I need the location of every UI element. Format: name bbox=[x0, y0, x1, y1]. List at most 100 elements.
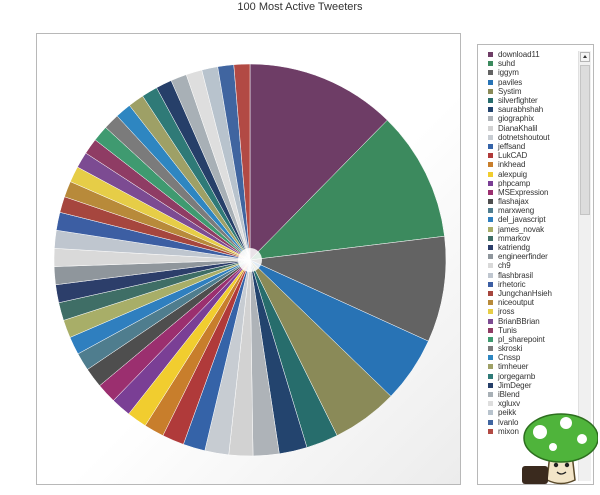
legend-swatch bbox=[488, 189, 493, 195]
legend-label: download11 bbox=[498, 50, 540, 60]
legend-item[interactable]: flashajax bbox=[488, 197, 588, 206]
legend-label: timheuer bbox=[498, 362, 529, 372]
legend-swatch bbox=[488, 199, 493, 205]
legend-item[interactable]: skroski bbox=[488, 344, 588, 353]
legend-label: paviles bbox=[498, 77, 523, 87]
legend-label: xgluxv bbox=[498, 399, 521, 409]
legend-item[interactable]: marxweng bbox=[488, 206, 588, 215]
legend-item[interactable]: niceoutput bbox=[488, 298, 588, 307]
legend-swatch bbox=[488, 300, 493, 306]
legend-label: engineerfinder bbox=[498, 252, 548, 262]
legend-swatch bbox=[488, 79, 493, 85]
legend-swatch bbox=[488, 419, 493, 425]
chart-title: 100 Most Active Tweeters bbox=[237, 1, 363, 13]
legend-item[interactable]: pl_sharepoint bbox=[488, 335, 588, 344]
legend-label: mmarkov bbox=[498, 233, 531, 243]
legend-swatch bbox=[488, 309, 493, 315]
legend-swatch bbox=[488, 143, 493, 149]
legend-item[interactable]: inkhead bbox=[488, 160, 588, 169]
legend-swatch bbox=[488, 281, 493, 287]
legend-item[interactable]: DianaKhalil bbox=[488, 124, 588, 133]
legend-item[interactable]: MSExpression bbox=[488, 188, 588, 197]
legend-item[interactable]: engineerfinder bbox=[488, 252, 588, 261]
legend-swatch bbox=[488, 327, 493, 333]
legend-item[interactable]: james_novak bbox=[488, 225, 588, 234]
legend-item[interactable]: Systim bbox=[488, 87, 588, 96]
legend-swatch bbox=[488, 226, 493, 232]
legend-item[interactable]: katriendg bbox=[488, 243, 588, 252]
legend-item[interactable]: JungchanHsieh bbox=[488, 289, 588, 298]
legend-label: saurabhshah bbox=[498, 105, 544, 115]
legend-item[interactable]: LukCAD bbox=[488, 151, 588, 160]
legend-item[interactable]: del_javascript bbox=[488, 215, 588, 224]
legend-label: alexpuig bbox=[498, 169, 528, 179]
legend-item[interactable]: xgluxv bbox=[488, 399, 588, 408]
legend-label: pl_sharepoint bbox=[498, 334, 545, 344]
legend-item[interactable]: phpcamp bbox=[488, 179, 588, 188]
legend-swatch bbox=[488, 134, 493, 140]
legend-label: LukCAD bbox=[498, 151, 528, 161]
legend-label: james_novak bbox=[498, 224, 545, 234]
legend-item[interactable]: jorgegarnb bbox=[488, 372, 588, 381]
legend-scrollbar[interactable] bbox=[578, 51, 591, 481]
legend-item[interactable]: JimDeger bbox=[488, 381, 588, 390]
legend-swatch bbox=[488, 116, 493, 122]
legend-item[interactable]: mixon bbox=[488, 427, 588, 436]
legend-item[interactable]: irhetoric bbox=[488, 280, 588, 289]
scroll-up-arrow-icon[interactable] bbox=[580, 52, 590, 62]
legend-swatch bbox=[488, 208, 493, 214]
legend-swatch bbox=[488, 392, 493, 398]
pie-slice-mixon[interactable] bbox=[233, 63, 251, 261]
legend-item[interactable]: paviles bbox=[488, 78, 588, 87]
legend-swatch bbox=[488, 410, 493, 416]
legend-label: inkhead bbox=[498, 160, 526, 170]
legend-label: marxweng bbox=[498, 206, 535, 216]
legend-swatch bbox=[488, 382, 493, 388]
legend-label: JungchanHsieh bbox=[498, 288, 552, 298]
pie-slice-download11[interactable] bbox=[249, 63, 388, 261]
legend-label: flashajax bbox=[498, 197, 529, 207]
legend-label: irhetoric bbox=[498, 279, 526, 289]
pie-slice-iggym[interactable] bbox=[249, 235, 447, 342]
legend-item[interactable]: timheuer bbox=[488, 362, 588, 371]
legend-item[interactable]: mmarkov bbox=[488, 234, 588, 243]
legend-label: del_javascript bbox=[498, 215, 546, 225]
legend[interactable]: download11 suhd iggym paviles Systim silverfi… bbox=[477, 44, 594, 485]
legend-item[interactable]: jross bbox=[488, 307, 588, 316]
legend-swatch bbox=[488, 217, 493, 223]
legend-item[interactable]: lvanlo bbox=[488, 418, 588, 427]
legend-label: peikk bbox=[498, 408, 517, 418]
legend-item[interactable]: silverfighter bbox=[488, 96, 588, 105]
legend-label: mixon bbox=[498, 426, 519, 436]
legend-item[interactable]: Cnssp bbox=[488, 353, 588, 362]
legend-swatch bbox=[488, 401, 493, 407]
legend-item[interactable]: BrianBBrian bbox=[488, 316, 588, 326]
legend-label: suhd bbox=[498, 59, 515, 69]
legend-item[interactable]: peikk bbox=[488, 408, 588, 417]
scroll-thumb[interactable] bbox=[580, 65, 590, 215]
legend-item[interactable]: saurabhshah bbox=[488, 105, 588, 114]
legend-swatch bbox=[488, 428, 493, 434]
pie-slice-suhd[interactable] bbox=[249, 119, 445, 261]
legend-label: jeffsand bbox=[498, 141, 526, 151]
legend-item[interactable]: ch9 bbox=[488, 261, 588, 270]
legend-item[interactable]: Tunis bbox=[488, 326, 588, 335]
legend-item[interactable]: suhd bbox=[488, 59, 588, 68]
legend-label: phpcamp bbox=[498, 178, 531, 188]
legend-item[interactable]: flashbrasil bbox=[488, 271, 588, 280]
legend-item[interactable]: giographix bbox=[488, 114, 588, 123]
legend-swatch bbox=[488, 107, 493, 113]
legend-swatch bbox=[488, 88, 493, 94]
legend-label: Cnssp bbox=[498, 353, 521, 363]
legend-label: iggym bbox=[498, 68, 519, 78]
legend-item[interactable]: iBlend bbox=[488, 390, 588, 399]
legend-label: skroski bbox=[498, 344, 523, 354]
legend-swatch bbox=[488, 364, 493, 370]
legend-label: silverfighter bbox=[498, 96, 538, 106]
legend-swatch bbox=[488, 263, 493, 269]
legend-item[interactable]: jeffsand bbox=[488, 142, 588, 151]
legend-item[interactable]: download11 bbox=[488, 50, 588, 59]
legend-item[interactable]: iggym bbox=[488, 68, 588, 77]
legend-item[interactable]: alexpuig bbox=[488, 169, 588, 179]
legend-item[interactable]: dotnetshoutout bbox=[488, 133, 588, 142]
